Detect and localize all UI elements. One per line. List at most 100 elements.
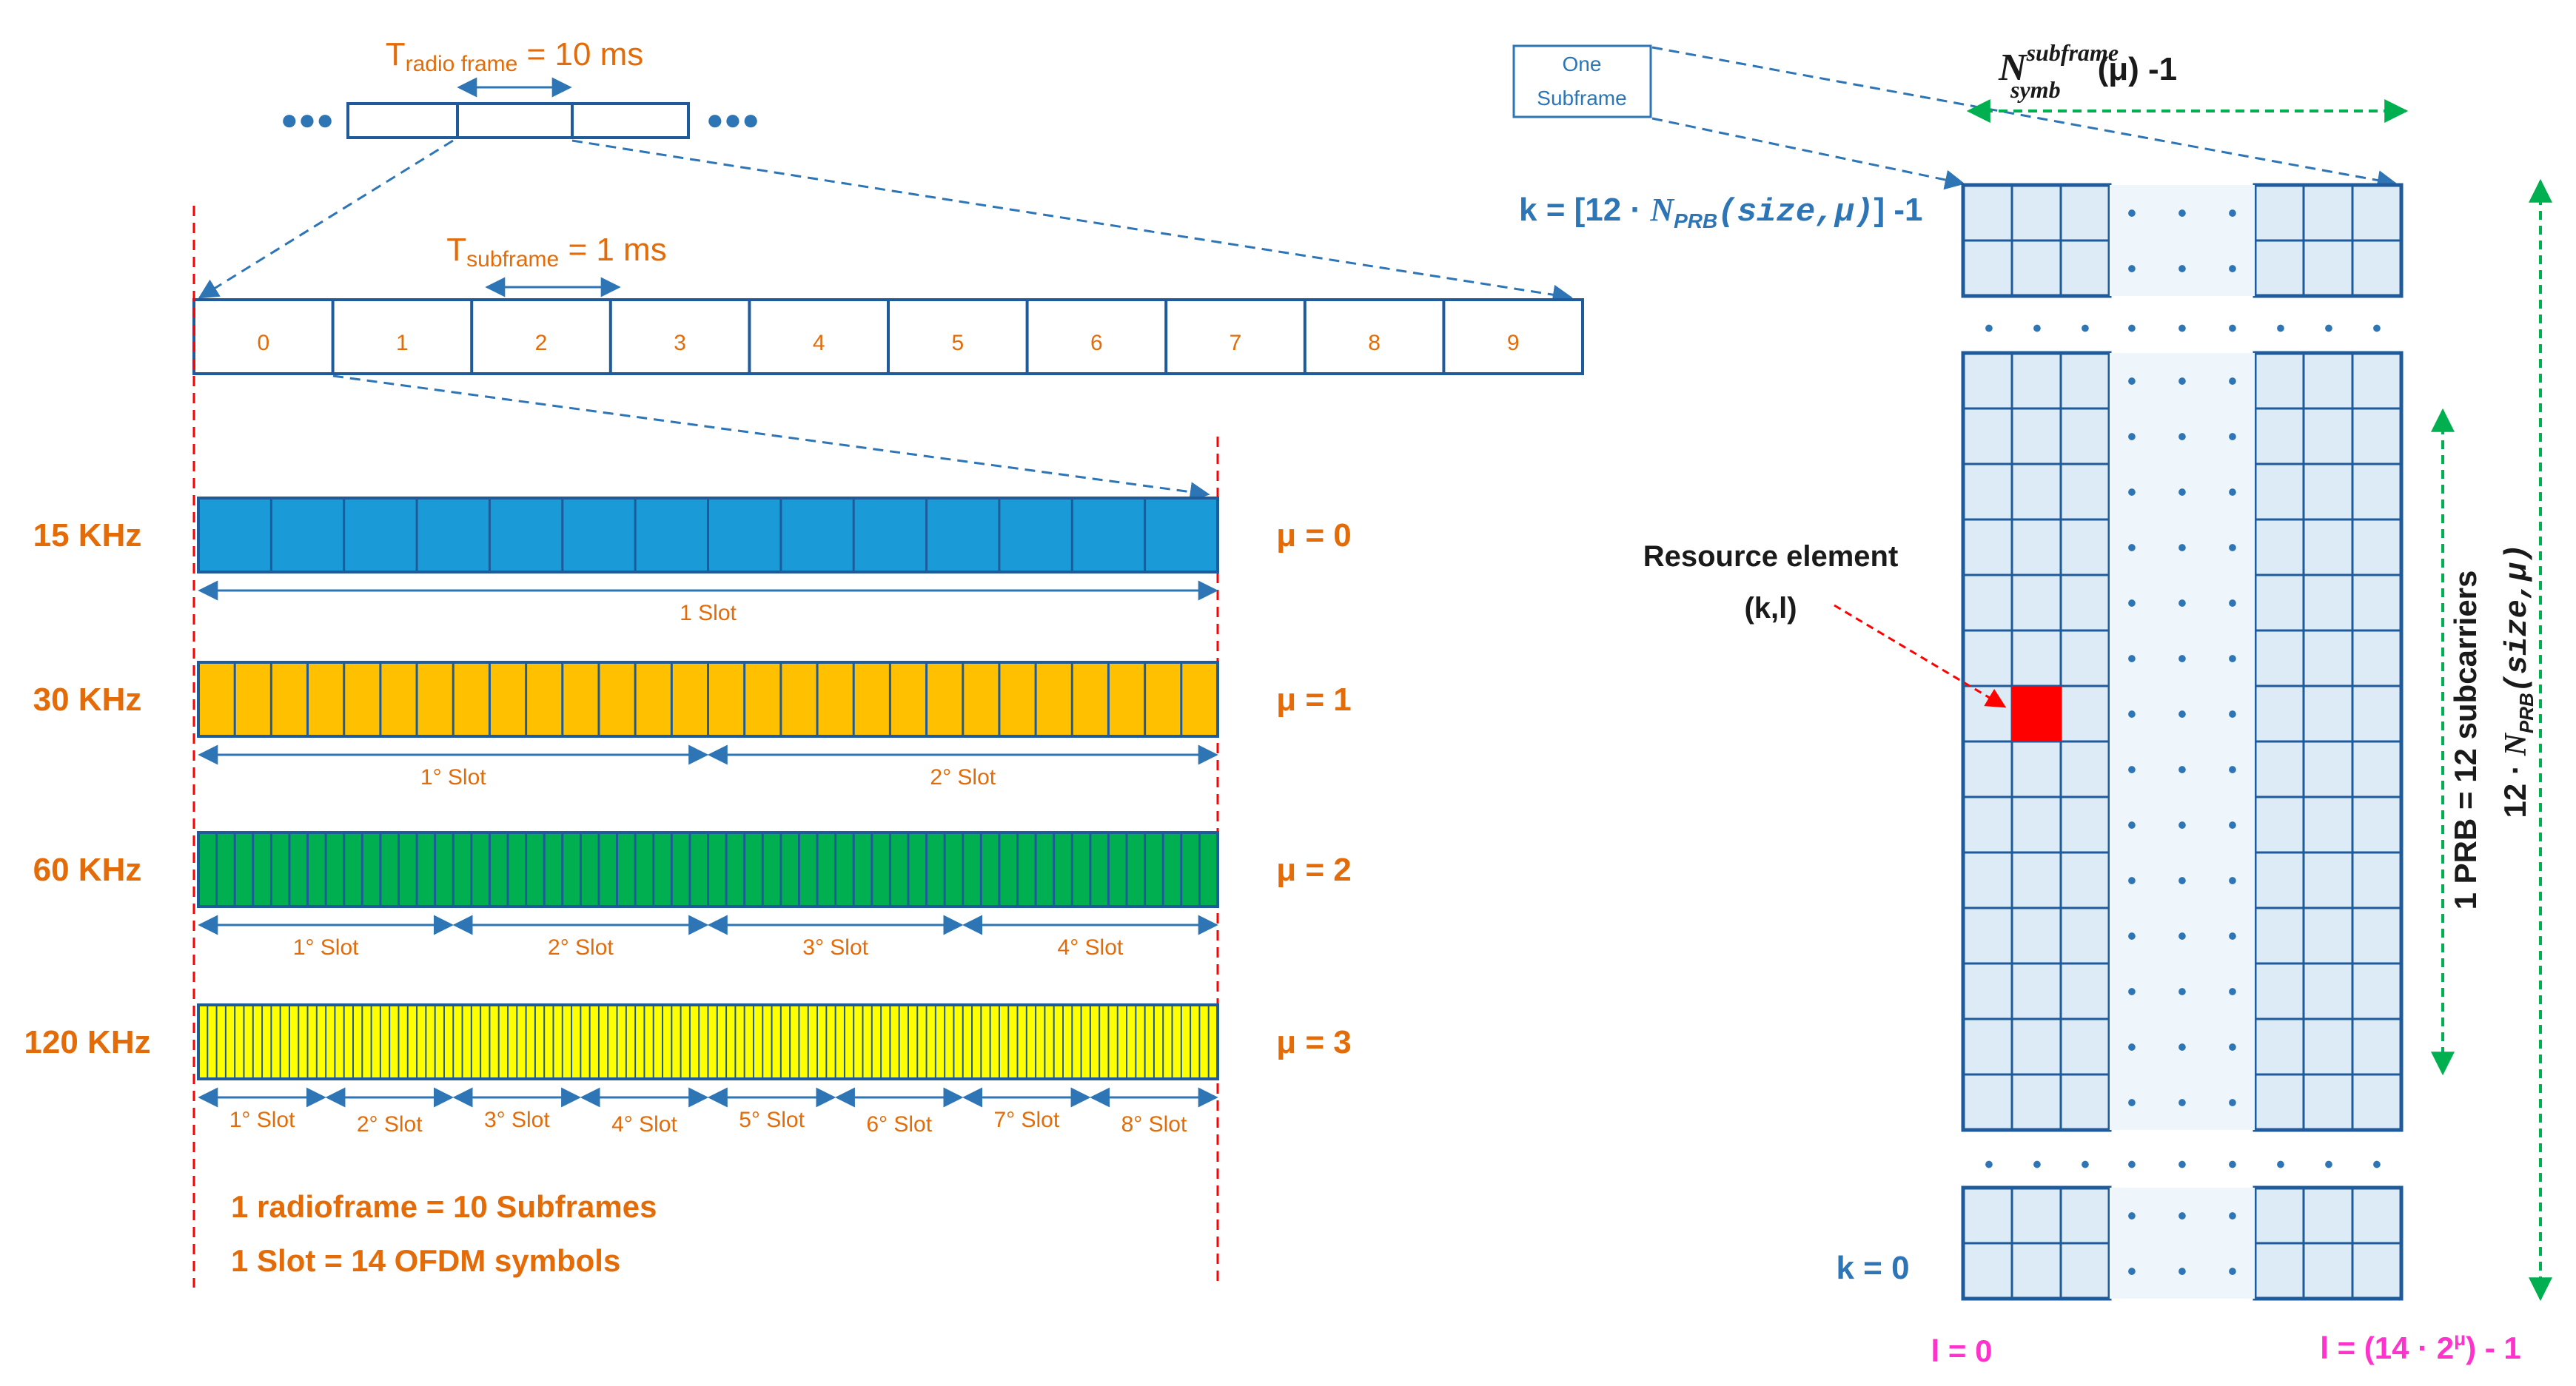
grid-cell	[1962, 906, 2013, 965]
continuation-dot: •	[2228, 867, 2237, 895]
grid-cell	[2302, 1242, 2354, 1300]
continuation-dot: •	[2178, 423, 2187, 451]
scs-label: 60 KHz	[33, 852, 142, 888]
grid-cell	[2253, 1186, 2305, 1245]
total-subcarriers-label: 12 · NPRB(size,μ)	[2498, 544, 2538, 818]
continuation-dot: •	[2127, 701, 2136, 729]
grid-cell	[2302, 462, 2354, 521]
grid-cell	[2059, 906, 2111, 965]
grid-cell	[2253, 407, 2305, 465]
subframe-grid-line-left	[1651, 117, 1965, 190]
continuation-dot: •	[2127, 534, 2136, 562]
middle-band	[2110, 575, 2255, 630]
mu-label: μ = 0	[1276, 517, 1352, 554]
continuation-dot: •	[2178, 534, 2187, 562]
continuation-dot: •	[2228, 200, 2237, 228]
continuation-dot: •	[2228, 1151, 2237, 1179]
continuation-dot: •	[2127, 1034, 2136, 1062]
subframe-index-label: 7	[1230, 331, 1242, 355]
continuation-dot: •	[2127, 1151, 2136, 1179]
one-subframe-box	[1512, 44, 1652, 118]
grid-cell	[2059, 407, 2111, 465]
resource-element-coord: (k,l)	[1744, 592, 1797, 625]
grid-cell	[2010, 851, 2062, 909]
grid-cell	[2302, 629, 2354, 687]
numerology-row: 30 KHz μ = 1 1° Slot 2° Slot	[33, 661, 1352, 790]
mu-label: μ = 3	[1276, 1024, 1352, 1060]
continuation-dot: •	[2228, 978, 2237, 1006]
numerology-rows: 15 KHz μ = 0 1 Slot 30 KHz μ = 1 1° Slot 2° Sl…	[24, 497, 1352, 1137]
grid-cell	[2302, 795, 2354, 854]
grid-cell	[2059, 684, 2111, 743]
grid-cell	[2351, 740, 2403, 798]
radio-frame-duration-label: Tradio frame = 10 ms	[386, 36, 644, 76]
continuation-dot: •	[2178, 1089, 2187, 1117]
continuation-dot: •	[2228, 1089, 2237, 1117]
grid-cell	[2253, 462, 2305, 521]
continuation-dot: •	[2178, 645, 2187, 673]
continuation-dot: •	[2127, 1202, 2136, 1231]
middle-band	[2110, 852, 2255, 908]
resource-element-pointer	[1834, 604, 2007, 708]
grid-cell	[2302, 351, 2354, 410]
radio-frame-section: Tradio frame = 10 ms ●●● ●●●	[198, 36, 1573, 305]
zoom-line-left	[198, 139, 454, 299]
grid-cell	[2010, 407, 2062, 465]
subframe-index-label: 6	[1090, 331, 1103, 355]
right-ellipsis: ●●●	[706, 104, 759, 136]
middle-band	[2110, 1074, 2255, 1130]
continuation-dot: •	[2127, 255, 2136, 283]
zoom-line-right	[571, 139, 1573, 305]
slot-label: 1° Slot	[420, 765, 486, 790]
middle-band	[2110, 408, 2255, 464]
slot-label: 7° Slot	[993, 1108, 1059, 1132]
grid-block-top-left	[1961, 183, 2112, 298]
continuation-dot: •	[2178, 756, 2187, 784]
continuation-dot: •	[2127, 423, 2136, 451]
grid-cell	[2059, 1242, 2111, 1300]
slot-label: 1° Slot	[229, 1108, 295, 1132]
continuation-dot: •	[2127, 812, 2136, 840]
grid-cell	[2253, 629, 2305, 687]
grid-cell	[2302, 573, 2354, 632]
subframe-index-label: 4	[813, 331, 825, 355]
middle-band	[2110, 1019, 2255, 1074]
grid-cell	[1962, 962, 2013, 1020]
grid-cell	[1962, 462, 2013, 521]
continuation-dot: •	[2178, 368, 2187, 396]
grid-cell	[2302, 1073, 2354, 1131]
grid-cell	[1962, 184, 2013, 242]
continuation-dot: •	[2228, 645, 2237, 673]
grid-cell	[2010, 629, 2062, 687]
continuation-dot: •	[2127, 1258, 2136, 1286]
grid-block-bottom-left	[1961, 1185, 2112, 1301]
continuation-dot: •	[2127, 479, 2136, 507]
continuation-dot: •	[2228, 255, 2237, 283]
grid-cell	[2059, 1073, 2111, 1131]
grid-cell	[1962, 573, 2013, 632]
continuation-dot: •	[2228, 590, 2237, 618]
slot-label: 2° Slot	[357, 1112, 423, 1137]
subframe-index-label: 9	[1507, 331, 1520, 355]
continuation-dot: •	[2178, 701, 2187, 729]
grid-cell	[2059, 573, 2111, 632]
grid-cell	[2059, 629, 2111, 687]
middle-band	[2110, 464, 2255, 519]
continuation-dot: •	[2127, 756, 2136, 784]
continuation-dot: •	[2178, 812, 2187, 840]
grid-cell	[2010, 795, 2062, 854]
grid-cell	[2351, 184, 2403, 242]
continuation-dot: •	[2127, 590, 2136, 618]
grid-cell	[2253, 962, 2305, 1020]
grid-cell	[2302, 184, 2354, 242]
grid-cell	[2059, 239, 2111, 297]
grid-cell	[2302, 684, 2354, 743]
middle-band	[2110, 1243, 2255, 1299]
resource-grid: • • • • • • • • • • • • • • • • • • • • • • • • • • • • • • • • • • • • • • • •…	[1961, 183, 2404, 1301]
grid-cell	[2253, 1073, 2305, 1131]
continuation-dot: •	[2178, 255, 2187, 283]
note-radioframe: 1 radioframe = 10 Subframes	[231, 1189, 657, 1224]
one-subframe-label-line1: One	[1563, 53, 1602, 75]
grid-cell	[2351, 1073, 2403, 1131]
grid-cell	[2302, 962, 2354, 1020]
